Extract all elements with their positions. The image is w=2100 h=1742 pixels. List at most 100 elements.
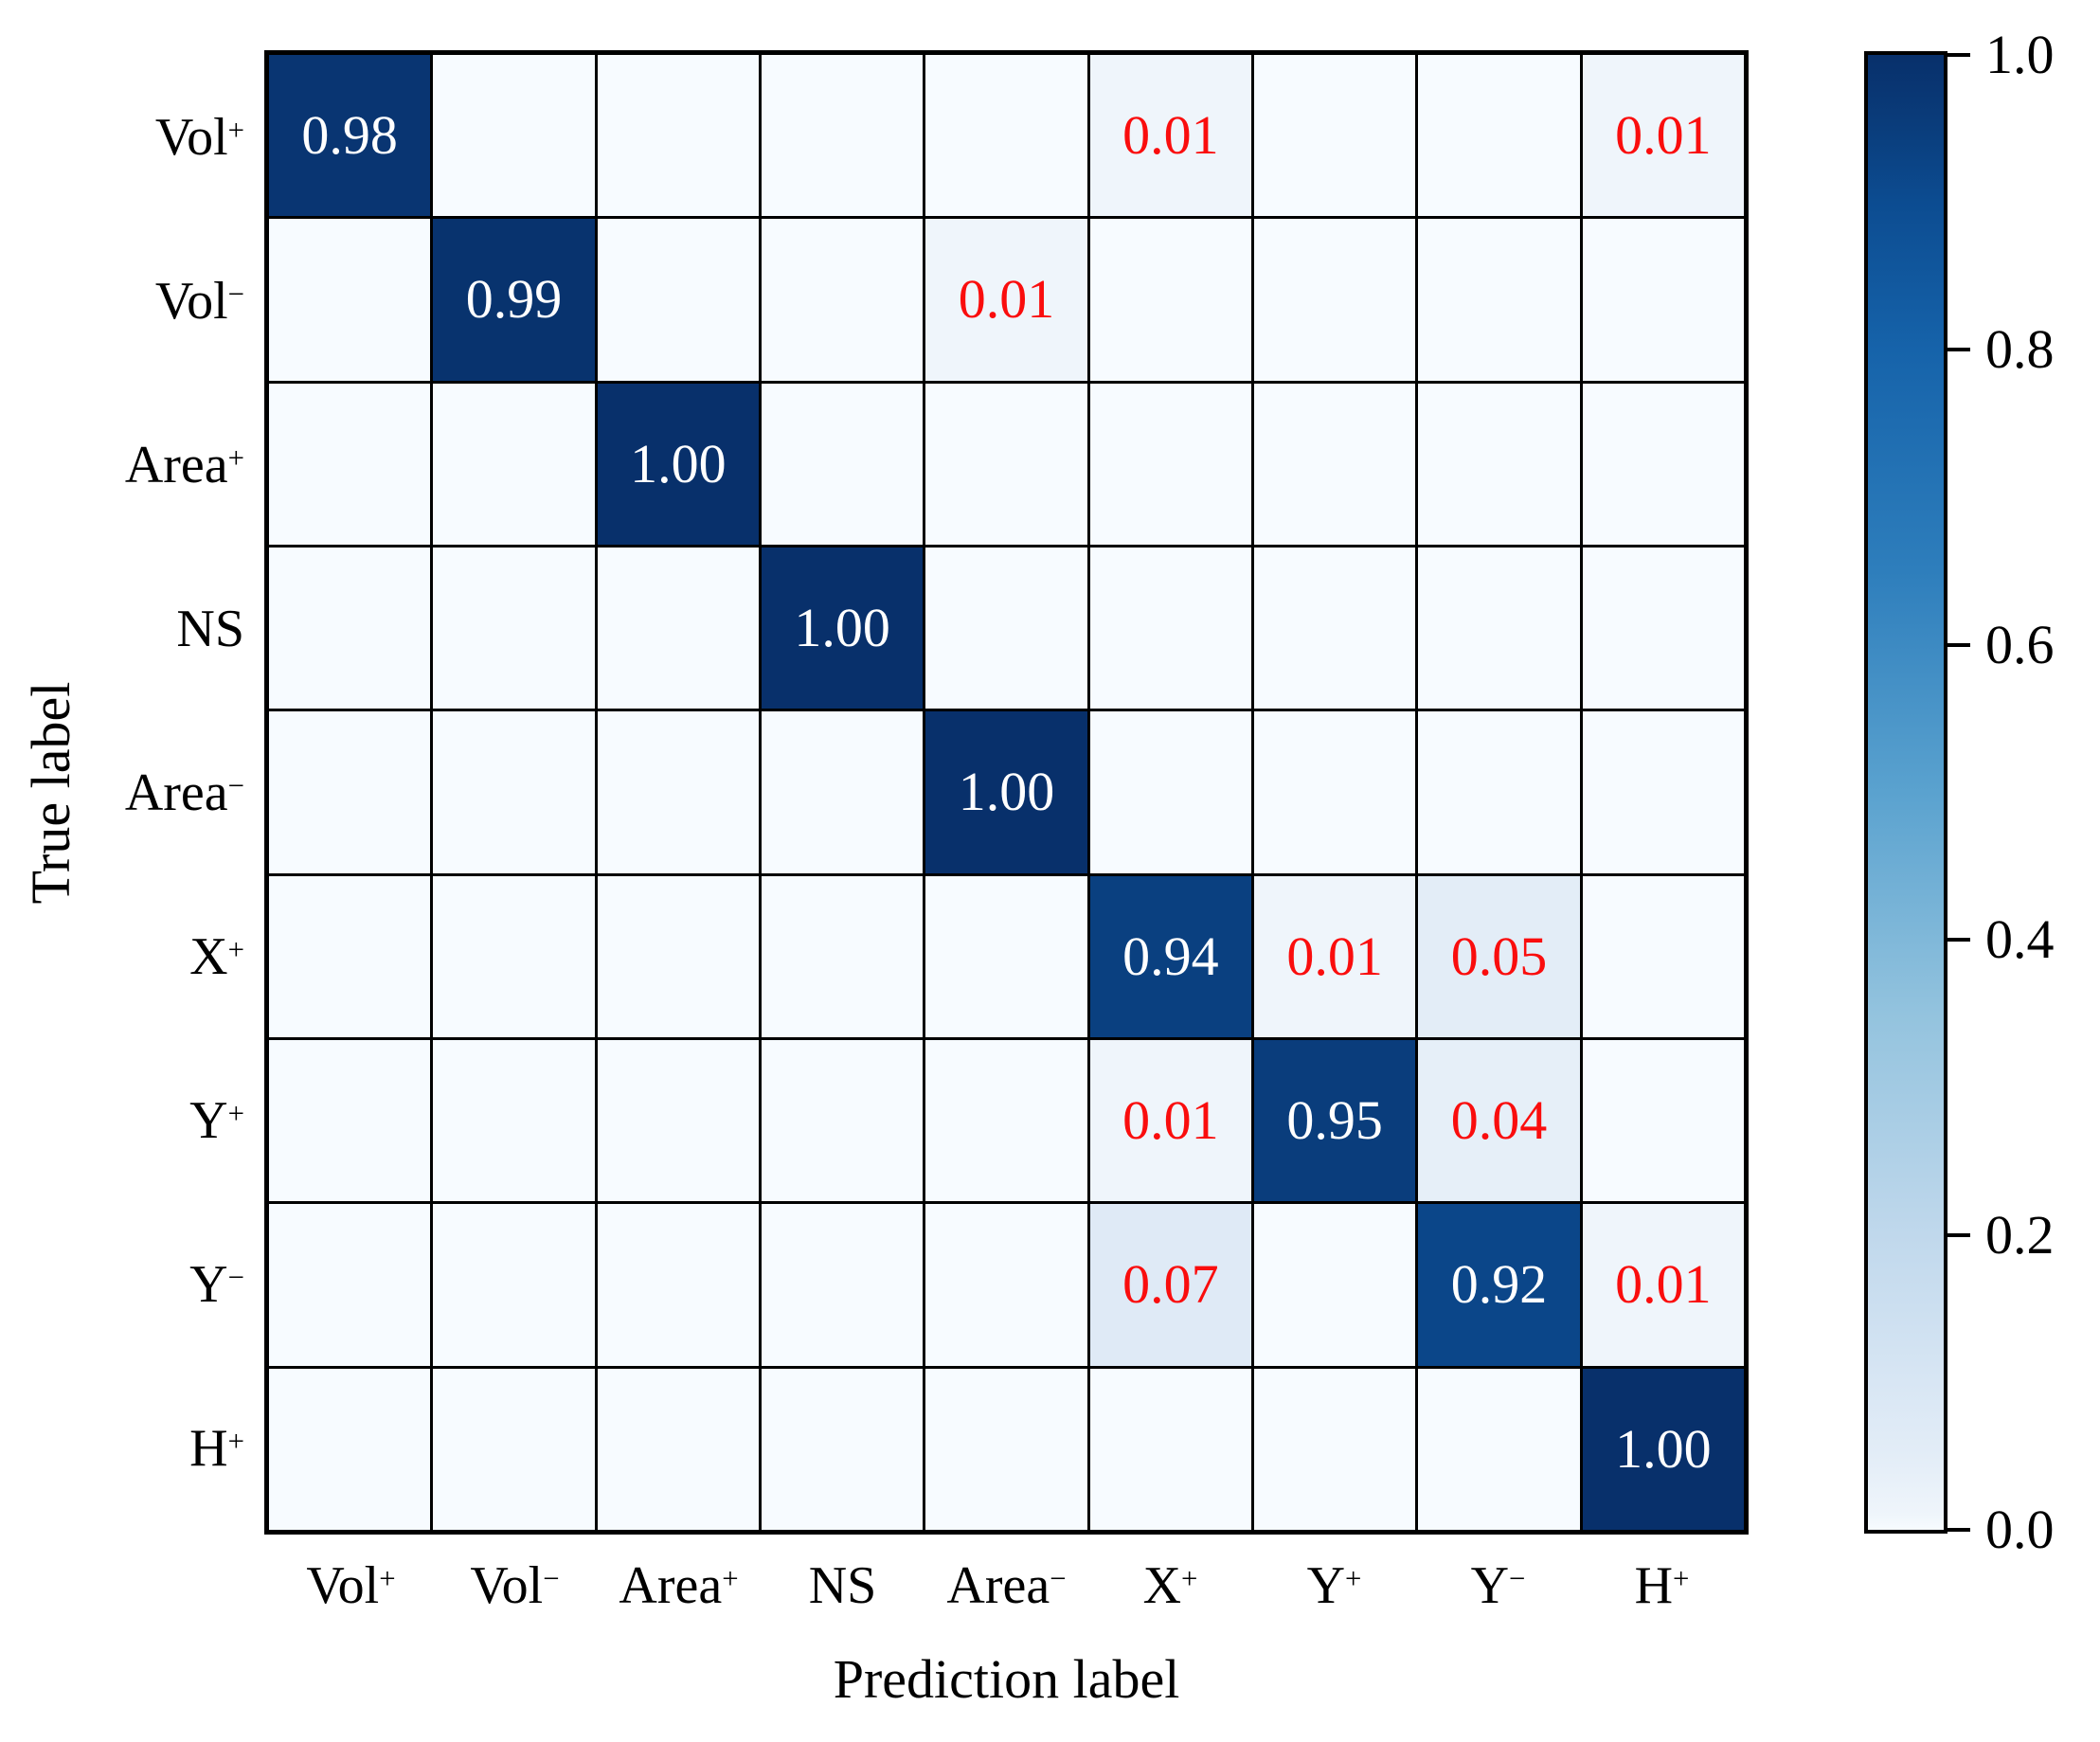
matrix-cell	[1253, 1204, 1416, 1366]
matrix-cell	[1089, 1368, 1251, 1530]
matrix-cell	[597, 1039, 759, 1202]
matrix-cell	[1418, 711, 1580, 873]
matrix-cell	[925, 875, 1087, 1037]
matrix-cell: 0.92	[1418, 1204, 1580, 1366]
matrix-cell	[1418, 383, 1580, 545]
matrix-cell	[597, 1368, 759, 1530]
matrix-cell	[1253, 55, 1416, 217]
matrix-cell	[1253, 219, 1416, 381]
colorbar-tick-labels: 1.0 0.8 0.6 0.4 0.2 0.0	[1985, 27, 2100, 1557]
matrix-cell: 0.01	[1582, 1204, 1744, 1366]
matrix-cell	[269, 1204, 431, 1366]
matrix-cell	[1582, 547, 1744, 709]
matrix-cell	[597, 1204, 759, 1366]
matrix-cell	[925, 1368, 1087, 1530]
matrix-cell: 0.01	[1582, 55, 1744, 217]
matrix-cell	[269, 547, 431, 709]
matrix-cell	[1089, 547, 1251, 709]
matrix-cell	[1253, 383, 1416, 545]
matrix-cell	[597, 875, 759, 1037]
matrix-cell	[269, 875, 431, 1037]
matrix-cell	[1253, 1368, 1416, 1530]
matrix-cell	[433, 875, 595, 1037]
matrix-cell	[597, 711, 759, 873]
matrix-cell	[433, 383, 595, 545]
colorbar-tick-label: 0.6	[1985, 613, 2055, 675]
matrix-cell	[433, 711, 595, 873]
x-tick-label: NS	[808, 1556, 877, 1615]
y-tick-labels: Vol+ Vol− Area+ NS Area− X+ Y+ Y− H+	[0, 55, 248, 1530]
matrix-cell	[761, 1039, 924, 1202]
colorbar-tick	[1947, 1528, 1970, 1532]
x-tick-label: Area−	[946, 1556, 1067, 1615]
matrix-cell	[925, 1204, 1087, 1366]
colorbar-tick-label: 0.8	[1985, 318, 2055, 381]
matrix-cell	[1089, 711, 1251, 873]
matrix-cell: 0.07	[1089, 1204, 1251, 1366]
colorbar-tick-label: 0.4	[1985, 908, 2055, 971]
matrix-cell: 0.01	[925, 219, 1087, 381]
matrix-cell	[269, 1368, 431, 1530]
matrix-cell: 0.98	[269, 55, 431, 217]
matrix-cell: 0.01	[1253, 875, 1416, 1037]
matrix-cell	[269, 1039, 431, 1202]
matrix-cell	[1418, 1368, 1580, 1530]
matrix-cell	[761, 1204, 924, 1366]
matrix-cell	[1253, 547, 1416, 709]
matrix-cell	[1418, 547, 1580, 709]
matrix-cell	[1253, 711, 1416, 873]
matrix-cell	[1418, 219, 1580, 381]
matrix-cell	[597, 219, 759, 381]
y-tick-label: Vol+	[154, 107, 244, 167]
x-tick-labels: Vol+ Vol− Area+ NS Area− X+ Y+ Y− H+	[269, 1550, 1744, 1635]
matrix-cell: 0.05	[1418, 875, 1580, 1037]
x-tick-label: Y+	[1306, 1556, 1362, 1615]
colorbar-gradient	[1864, 51, 1947, 1534]
x-tick-label: H+	[1634, 1556, 1690, 1615]
matrix-cell	[761, 219, 924, 381]
x-axis-title: Prediction label	[833, 1648, 1180, 1710]
matrix-cell: 0.99	[433, 219, 595, 381]
matrix-cell	[761, 1368, 924, 1530]
matrix-cell	[761, 55, 924, 217]
colorbar-tick	[1947, 938, 1970, 943]
matrix-cell: 1.00	[597, 383, 759, 545]
y-tick-label: Vol−	[154, 271, 244, 331]
x-tick-label: Y−	[1470, 1556, 1526, 1615]
matrix-cell	[269, 711, 431, 873]
matrix-cell	[1089, 219, 1251, 381]
matrix-cell	[925, 547, 1087, 709]
matrix-cell	[1089, 383, 1251, 545]
matrix-cell: 0.01	[1089, 1039, 1251, 1202]
matrix-cell	[1418, 55, 1580, 217]
colorbar-tick-label: 1.0	[1985, 24, 2055, 85]
matrix-cell: 1.00	[761, 547, 924, 709]
matrix-cell	[761, 875, 924, 1037]
matrix-cell	[925, 1039, 1087, 1202]
matrix-cell	[1582, 219, 1744, 381]
x-tick-label: Area+	[619, 1556, 739, 1615]
y-tick-label: Area−	[124, 763, 244, 822]
matrix-cell: 0.04	[1418, 1039, 1580, 1202]
colorbar-tick-label: 0.2	[1985, 1203, 2055, 1266]
x-tick-label: Vol+	[306, 1556, 396, 1615]
matrix-cell	[1582, 383, 1744, 545]
matrix-cell	[1582, 1039, 1744, 1202]
colorbar-tick	[1947, 642, 1970, 647]
matrix-cell	[597, 55, 759, 217]
matrix-cell: 1.00	[925, 711, 1087, 873]
colorbar-tick	[1947, 348, 1970, 352]
heatmap-grid: 0.98 0.01 0.01 0.99 0.01 1.00 1.00 1.00 0.94 0.01…	[264, 50, 1749, 1535]
colorbar-tick	[1947, 1232, 1970, 1237]
matrix-cell	[269, 383, 431, 545]
colorbar-tick-label: 0.0	[1985, 1499, 2055, 1560]
matrix-cell	[433, 1039, 595, 1202]
matrix-cell	[433, 1368, 595, 1530]
matrix-cell	[597, 547, 759, 709]
matrix-cell: 0.95	[1253, 1039, 1416, 1202]
y-tick-label: Y−	[189, 1254, 244, 1314]
matrix-cell: 0.94	[1089, 875, 1251, 1037]
matrix-cell	[433, 1204, 595, 1366]
y-tick-label: Y+	[189, 1090, 244, 1150]
